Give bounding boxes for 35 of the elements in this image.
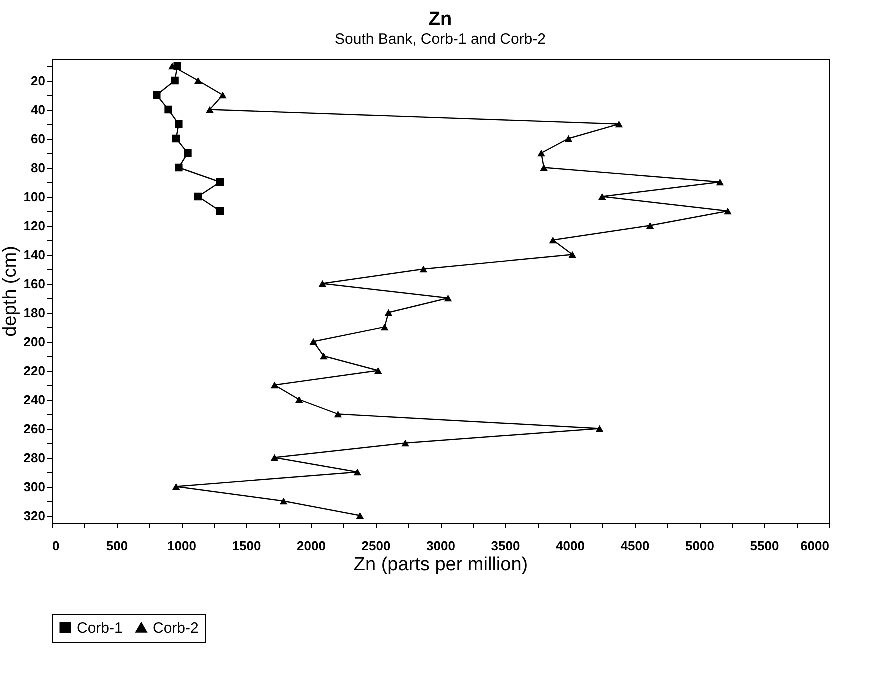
y-tick-label: 180 — [24, 305, 46, 320]
legend-label: Corb-2 — [153, 620, 199, 637]
y-tick-label: 200 — [24, 334, 46, 350]
x-tick-label: 0 — [52, 538, 60, 554]
legend-label: Corb-1 — [77, 620, 123, 637]
x-tick-label: 5500 — [750, 538, 780, 554]
y-tick-label: 80 — [31, 160, 46, 176]
y-tick-label: 100 — [24, 189, 46, 204]
y-tick-label: 320 — [24, 508, 46, 524]
y-tick-label: 160 — [24, 276, 46, 292]
chart-title: Zn — [428, 9, 452, 30]
y-tick-label: 120 — [24, 218, 46, 234]
y-tick-label: 300 — [24, 479, 46, 494]
x-tick-label: 1000 — [168, 538, 196, 554]
y-tick-label: 20 — [31, 73, 46, 88]
y-tick-label: 280 — [24, 450, 46, 466]
x-tick-label: 2000 — [297, 538, 326, 554]
y-tick-label: 60 — [31, 131, 46, 146]
y-tick-label: 220 — [24, 363, 46, 378]
x-tick-label: 4500 — [620, 538, 650, 554]
x-tick-label: 1500 — [232, 538, 262, 554]
x-tick-label: 4000 — [556, 538, 585, 554]
y-tick-label: 40 — [31, 102, 46, 118]
x-tick-label: 5000 — [686, 538, 714, 554]
y-tick-label: 240 — [24, 392, 46, 408]
y-tick-label: 260 — [24, 421, 46, 436]
x-tick-label: 2500 — [362, 538, 391, 554]
chart-subtitle: South Bank, Corb-1 and Corb-2 — [335, 31, 546, 48]
x-tick-label: 3500 — [491, 538, 520, 554]
y-tick-label: 140 — [24, 247, 46, 262]
x-tick-label: 3000 — [426, 538, 456, 554]
y-axis-title: depth (cm) — [0, 246, 21, 337]
x-axis-title: Zn (parts per million) — [354, 554, 528, 576]
x-tick-label: 500 — [106, 538, 128, 554]
x-tick-label: 6000 — [800, 538, 830, 554]
